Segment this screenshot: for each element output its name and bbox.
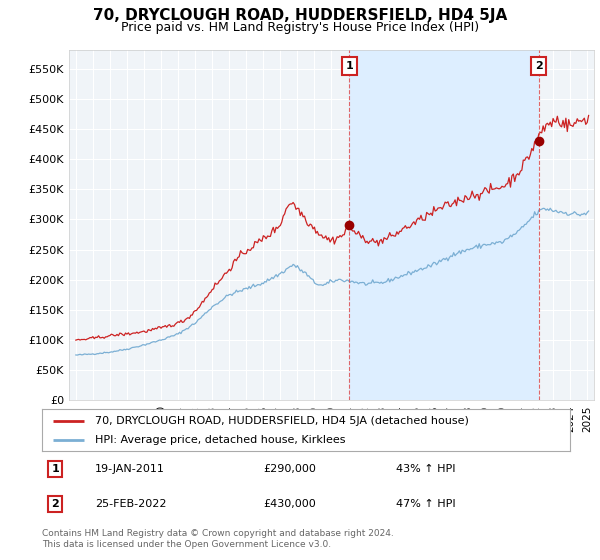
Text: £290,000: £290,000 <box>264 464 317 474</box>
Text: 43% ↑ HPI: 43% ↑ HPI <box>396 464 455 474</box>
Text: £430,000: £430,000 <box>264 499 317 509</box>
Bar <box>349 50 539 400</box>
Text: 19-JAN-2011: 19-JAN-2011 <box>95 464 164 474</box>
Text: 2: 2 <box>535 61 542 71</box>
Text: HPI: Average price, detached house, Kirklees: HPI: Average price, detached house, Kirk… <box>95 435 346 445</box>
Text: Contains HM Land Registry data © Crown copyright and database right 2024.
This d: Contains HM Land Registry data © Crown c… <box>42 529 394 549</box>
Text: 47% ↑ HPI: 47% ↑ HPI <box>396 499 455 509</box>
Text: 70, DRYCLOUGH ROAD, HUDDERSFIELD, HD4 5JA: 70, DRYCLOUGH ROAD, HUDDERSFIELD, HD4 5J… <box>93 8 507 24</box>
Text: 1: 1 <box>52 464 59 474</box>
Text: 70, DRYCLOUGH ROAD, HUDDERSFIELD, HD4 5JA (detached house): 70, DRYCLOUGH ROAD, HUDDERSFIELD, HD4 5J… <box>95 416 469 426</box>
Text: 25-FEB-2022: 25-FEB-2022 <box>95 499 166 509</box>
Text: Price paid vs. HM Land Registry's House Price Index (HPI): Price paid vs. HM Land Registry's House … <box>121 21 479 34</box>
Text: 1: 1 <box>346 61 353 71</box>
Text: 2: 2 <box>52 499 59 509</box>
